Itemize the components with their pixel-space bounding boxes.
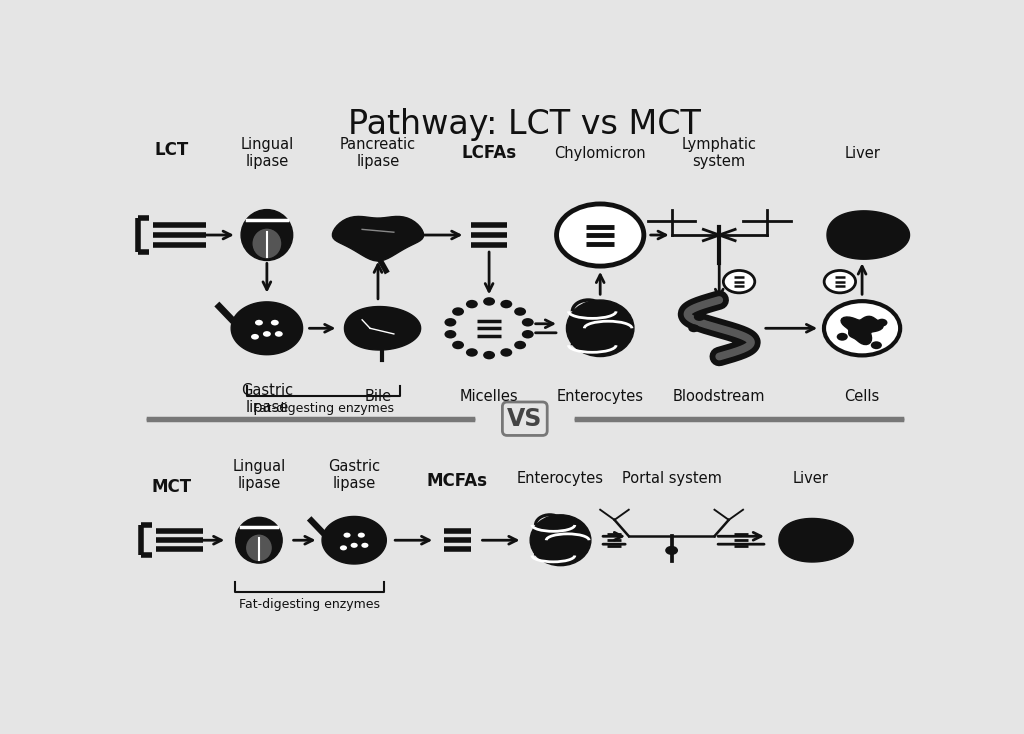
Text: MCT: MCT [152,478,191,495]
Circle shape [263,331,270,337]
Text: LCFAs: LCFAs [462,144,517,162]
Circle shape [514,341,526,349]
Circle shape [444,318,457,327]
Circle shape [453,341,464,349]
Text: LCT: LCT [155,141,188,159]
Text: Bile: Bile [365,388,391,404]
Text: Lingual
lipase: Lingual lipase [232,459,286,492]
Circle shape [350,542,357,548]
Circle shape [270,320,279,325]
Text: Chylomicron: Chylomicron [554,145,646,161]
Circle shape [340,545,347,550]
Text: Bloodstream: Bloodstream [673,388,766,404]
Circle shape [255,320,263,325]
Circle shape [483,297,495,305]
Circle shape [522,318,534,327]
Circle shape [870,341,882,349]
Ellipse shape [236,517,283,563]
Polygon shape [779,518,853,562]
Text: Portal system: Portal system [622,470,722,486]
Text: Fat-digesting enzymes: Fat-digesting enzymes [240,598,380,611]
Polygon shape [231,302,303,355]
Ellipse shape [530,515,591,566]
Text: Lymphatic
system: Lymphatic system [682,137,757,170]
Circle shape [466,300,478,308]
Text: Pathway: LCT vs MCT: Pathway: LCT vs MCT [348,108,701,141]
Circle shape [824,301,900,355]
Circle shape [694,313,705,321]
Circle shape [501,348,512,357]
Ellipse shape [252,228,282,259]
Circle shape [453,308,464,316]
Text: Enterocytes: Enterocytes [557,388,644,404]
Polygon shape [827,211,909,259]
Circle shape [514,308,526,316]
Text: Liver: Liver [844,145,880,161]
Text: VS: VS [507,407,543,431]
Circle shape [466,348,478,357]
Circle shape [357,533,365,538]
Text: Gastric
lipase: Gastric lipase [241,382,293,415]
Ellipse shape [566,300,634,357]
Circle shape [557,204,644,266]
Circle shape [483,351,495,360]
Text: Cells: Cells [845,388,880,404]
Text: Pancreatic
lipase: Pancreatic lipase [340,137,416,170]
Circle shape [837,333,848,341]
Text: Enterocytes: Enterocytes [517,470,604,486]
Text: MCFAs: MCFAs [427,472,487,490]
Text: Micelles: Micelles [460,388,518,404]
Circle shape [877,319,888,327]
Circle shape [444,330,457,338]
Circle shape [522,330,534,338]
Circle shape [501,300,512,308]
Text: Gastric
lipase: Gastric lipase [328,459,380,492]
Text: Lingual
lipase: Lingual lipase [241,137,294,170]
Text: Liver: Liver [793,470,828,486]
Ellipse shape [241,210,293,261]
Circle shape [274,331,283,337]
Circle shape [688,324,699,333]
Circle shape [343,533,350,538]
Polygon shape [333,217,424,261]
Polygon shape [344,307,421,350]
Text: Fat-digesting enzymes: Fat-digesting enzymes [253,402,394,415]
Circle shape [723,270,755,293]
Circle shape [666,546,678,555]
Polygon shape [323,517,386,564]
Circle shape [251,334,259,340]
Ellipse shape [246,534,272,562]
Circle shape [361,542,369,548]
Polygon shape [841,316,883,344]
Circle shape [824,270,856,293]
